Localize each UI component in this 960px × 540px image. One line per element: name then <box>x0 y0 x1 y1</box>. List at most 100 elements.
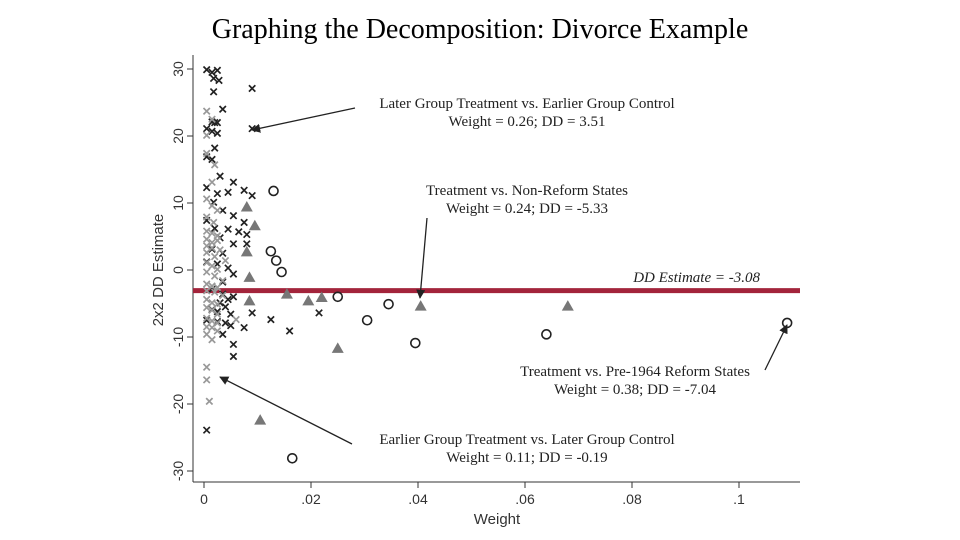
y-tick-label: 10 <box>170 195 186 211</box>
point-later-vs-earlier <box>226 310 235 319</box>
y-tick-label: 0 <box>170 266 186 274</box>
annotation-arrow <box>416 217 428 299</box>
point-vs-non-reform <box>331 342 344 353</box>
point-earlier-vs-later <box>213 206 222 215</box>
annotation-line2: Weight = 0.38; DD = -7.04 <box>554 382 716 398</box>
point-vs-pre-1964 <box>383 298 394 310</box>
point-earlier-vs-later <box>210 288 219 296</box>
point-earlier-vs-later <box>208 115 216 124</box>
point-earlier-vs-later <box>213 265 222 274</box>
point-later-vs-earlier <box>229 292 238 301</box>
point-later-vs-earlier <box>229 240 238 248</box>
point-vs-pre-1964 <box>410 337 421 349</box>
point-earlier-vs-later <box>221 256 230 265</box>
point-earlier-vs-later <box>202 286 211 295</box>
point-earlier-vs-later <box>210 272 219 280</box>
point-vs-pre-1964 <box>270 255 282 266</box>
point-later-vs-earlier <box>242 230 251 239</box>
y-axis-title: 2x2 DD Estimate <box>150 214 167 327</box>
point-later-vs-earlier <box>202 65 211 74</box>
point-later-vs-earlier <box>248 191 256 200</box>
point-earlier-vs-later <box>202 213 211 221</box>
point-earlier-vs-later <box>202 195 211 203</box>
point-vs-non-reform <box>302 294 315 306</box>
point-earlier-vs-later <box>208 229 216 237</box>
point-later-vs-earlier <box>224 188 232 197</box>
point-later-vs-earlier <box>218 290 227 298</box>
point-vs-non-reform <box>243 294 256 306</box>
point-earlier-vs-later <box>213 327 222 335</box>
annotation-line1: Treatment vs. Non-Reform States <box>426 183 628 199</box>
point-vs-pre-1964 <box>268 185 279 197</box>
point-earlier-vs-later <box>202 235 211 243</box>
point-earlier-vs-later <box>202 295 211 304</box>
point-vs-pre-1964 <box>286 452 298 464</box>
y-tick-label: -10 <box>170 327 186 347</box>
annotation-line1: Treatment vs. Pre-1964 Reform States <box>520 364 750 380</box>
point-later-vs-earlier <box>202 426 211 434</box>
point-earlier-vs-later <box>202 149 211 158</box>
annotation-line2: Weight = 0.11; DD = -0.19 <box>446 450 607 466</box>
chart-ticks: 0 .02 .04 .06 .08 .1 -30 -20 -10 0 10 20 30 Weight 2x2… <box>150 61 745 528</box>
point-later-vs-earlier <box>229 340 238 349</box>
point-later-vs-earlier <box>234 228 243 236</box>
point-vs-pre-1964 <box>265 245 277 257</box>
point-later-vs-earlier <box>216 172 224 181</box>
x-tick-label: .1 <box>733 491 745 507</box>
point-later-vs-earlier <box>240 323 248 332</box>
x-tick-label: .06 <box>515 491 535 507</box>
point-earlier-vs-later <box>202 363 211 371</box>
point-earlier-vs-later <box>202 107 211 116</box>
point-later-vs-earlier <box>208 155 216 164</box>
point-vs-non-reform <box>243 271 256 282</box>
point-earlier-vs-later <box>202 303 211 312</box>
point-earlier-vs-later <box>202 268 211 276</box>
point-later-vs-earlier <box>213 66 222 75</box>
dd-estimate-label: DD Estimate = -3.08 <box>632 270 760 286</box>
point-vs-non-reform <box>414 300 427 311</box>
y-tick-label: -20 <box>170 394 186 414</box>
x-tick-label: .04 <box>408 491 428 507</box>
point-later-vs-earlier <box>210 224 219 233</box>
chart-annotations: Later Group Treatment vs. Earlier Group … <box>219 96 788 466</box>
point-later-vs-earlier <box>202 183 211 192</box>
point-later-vs-earlier <box>208 68 216 77</box>
point-earlier-vs-later <box>210 161 219 169</box>
slide-title: Graphing the Decomposition: Divorce Exam… <box>211 14 749 45</box>
point-earlier-vs-later <box>208 178 216 187</box>
annotation-arrow <box>219 376 353 445</box>
x-axis-title: Weight <box>474 511 521 528</box>
point-later-vs-earlier <box>209 87 218 96</box>
point-earlier-vs-later <box>208 335 216 344</box>
point-later-vs-earlier <box>226 321 235 330</box>
point-earlier-vs-later <box>216 246 224 254</box>
point-vs-non-reform <box>280 288 293 299</box>
point-later-vs-earlier <box>224 225 232 233</box>
point-vs-pre-1964 <box>541 329 552 340</box>
point-earlier-vs-later <box>202 248 211 257</box>
y-tick-label: -30 <box>170 461 186 481</box>
point-earlier-vs-later <box>218 276 227 285</box>
point-earlier-vs-later <box>213 300 222 308</box>
point-later-vs-earlier <box>202 124 211 133</box>
point-later-vs-earlier <box>240 218 248 227</box>
annotation-arrow <box>251 107 356 133</box>
point-later-vs-earlier <box>213 189 222 198</box>
point-earlier-vs-later <box>213 236 222 245</box>
point-earlier-vs-later <box>202 131 211 140</box>
point-earlier-vs-later <box>202 376 211 384</box>
point-later-vs-earlier <box>240 186 248 195</box>
point-later-vs-earlier <box>242 240 251 248</box>
point-later-vs-earlier <box>285 327 294 335</box>
point-later-vs-earlier <box>248 124 256 133</box>
point-vs-non-reform <box>240 201 253 212</box>
point-vs-pre-1964 <box>361 314 373 326</box>
y-tick-label: 20 <box>170 128 186 144</box>
point-later-vs-earlier <box>213 307 222 316</box>
x-tick-label: .08 <box>622 491 642 507</box>
x-tick-label: .02 <box>301 491 321 507</box>
point-earlier-vs-later <box>218 291 227 300</box>
point-later-vs-earlier <box>229 352 238 361</box>
point-earlier-vs-later <box>202 314 211 323</box>
